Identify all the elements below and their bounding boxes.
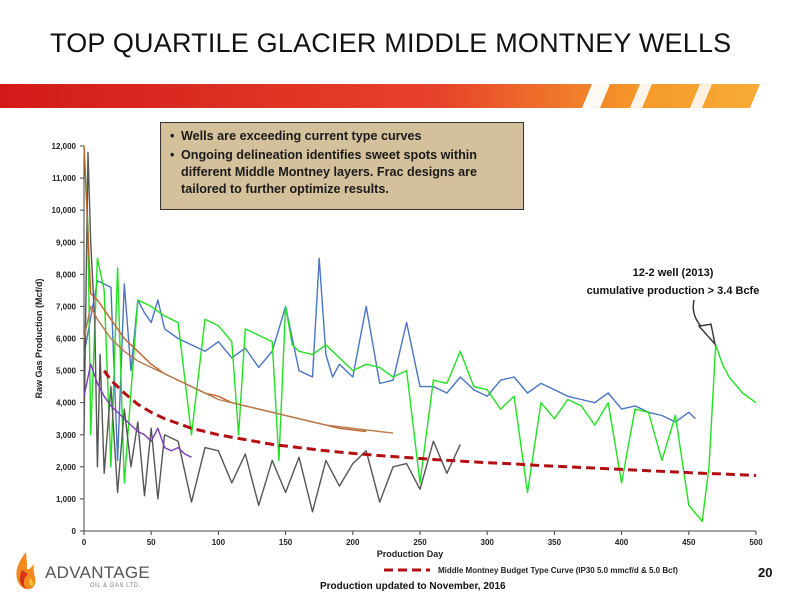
x-tick-label: 50 (147, 538, 156, 547)
y-tick-label: 7,000 (56, 302, 77, 311)
y-tick-label: 6,000 (56, 335, 77, 344)
well-series-line (83, 363, 192, 458)
x-tick-label: 500 (749, 538, 763, 547)
y-tick-label: 0 (72, 527, 77, 536)
y-axis-label: Raw Gas Production (Mcf/d) (34, 278, 44, 398)
y-tick-label: 4,000 (56, 399, 77, 408)
footer-note: Production updated to November, 2016 (320, 581, 506, 592)
logo-wordmark: ADVANTAGE (45, 563, 151, 582)
x-tick-label: 200 (346, 538, 360, 547)
x-tick-label: 150 (279, 538, 293, 547)
y-tick-label: 11,000 (52, 174, 77, 183)
page-title: TOP QUARTILE GLACIER MIDDLE MONTNEY WELL… (50, 28, 732, 58)
y-tick-label: 3,000 (56, 431, 77, 440)
well-series-line (83, 305, 394, 434)
x-tick-label: 0 (82, 538, 87, 547)
y-tick-label: 10,000 (52, 206, 77, 215)
y-tick-label: 8,000 (56, 270, 77, 279)
well-series-line (83, 151, 461, 513)
x-tick-label: 100 (212, 538, 226, 547)
page-number: 20 (758, 565, 773, 580)
x-tick-label: 400 (615, 538, 629, 547)
y-tick-label: 5,000 (56, 367, 77, 376)
y-tick-label: 9,000 (56, 238, 77, 247)
header-banner (0, 84, 800, 108)
flame-icon (16, 552, 36, 590)
x-tick-label: 300 (481, 538, 495, 547)
well-series-line (83, 257, 696, 462)
type-curve-line (102, 369, 757, 477)
x-tick-label: 250 (413, 538, 427, 547)
annotation-line: cumulative production > 3.4 Bcfe (586, 285, 760, 297)
legend-label: Middle Montney Budget Type Curve (IP30 5… (438, 566, 678, 575)
well-annotation: 12-2 well (2013) cumulative production >… (578, 264, 768, 300)
y-tick-label: 2,000 (56, 463, 77, 472)
company-logo: ADVANTAGE OIL & GAS LTD. (12, 550, 152, 596)
logo-subtext: OIL & GAS LTD. (90, 583, 141, 589)
y-tick-label: 1,000 (56, 495, 77, 504)
x-tick-label: 450 (682, 538, 696, 547)
callout-bullet: Ongoing delineation identifies sweet spo… (170, 147, 515, 198)
annotation-arrow-head (697, 323, 717, 347)
y-tick-label: 12,000 (52, 142, 77, 151)
well-series-line (83, 145, 757, 523)
callout-box: Wells are exceeding current type curves … (160, 122, 524, 210)
x-axis-label: Production Day (377, 549, 444, 559)
x-tick-label: 350 (548, 538, 562, 547)
annotation-line: 12-2 well (2013) (632, 267, 714, 279)
callout-bullet: Wells are exceeding current type curves (170, 128, 515, 145)
